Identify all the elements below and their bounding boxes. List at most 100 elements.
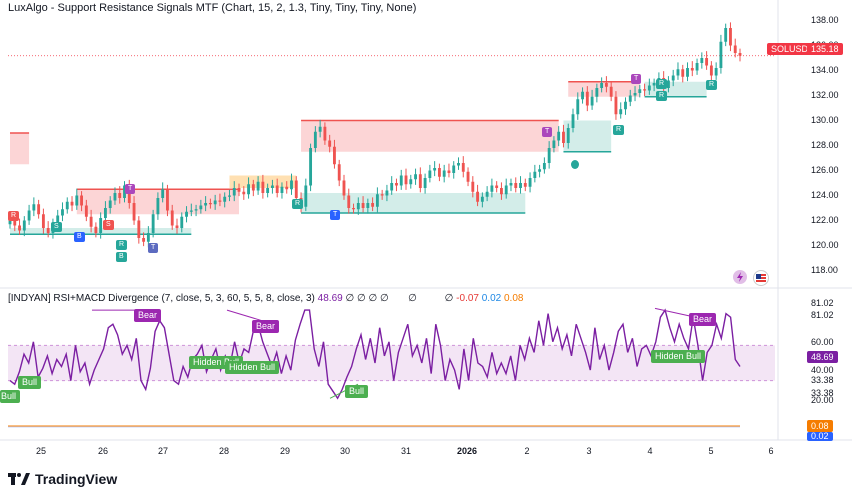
candle bbox=[371, 203, 375, 207]
indicator-name: [INDYAN] RSI+MACD Divergence (7, close, … bbox=[8, 293, 315, 304]
indicator-axis-label: 33.38 bbox=[811, 388, 834, 398]
time-axis-label: 31 bbox=[400, 446, 412, 456]
pivot-dot-marker bbox=[571, 160, 579, 169]
bear-signal-3: Bear bbox=[689, 313, 717, 326]
flag-icon[interactable] bbox=[753, 270, 769, 286]
candle bbox=[266, 188, 270, 193]
candle bbox=[466, 171, 470, 182]
candle bbox=[22, 220, 26, 231]
candle bbox=[218, 200, 222, 202]
candle bbox=[380, 194, 384, 196]
candle bbox=[228, 195, 231, 197]
candle bbox=[118, 193, 122, 198]
candle bbox=[500, 188, 503, 195]
candle bbox=[142, 238, 146, 242]
candle bbox=[504, 185, 508, 195]
candle bbox=[185, 211, 188, 217]
time-axis-label: 28 bbox=[218, 446, 230, 456]
candle bbox=[538, 169, 542, 172]
candle bbox=[270, 185, 274, 188]
bull-signal-1: Bull bbox=[18, 376, 42, 389]
candle bbox=[671, 75, 675, 81]
candle bbox=[290, 180, 293, 190]
candle bbox=[342, 180, 346, 196]
price-axis-label: 126.00 bbox=[811, 164, 839, 175]
candle bbox=[232, 188, 236, 196]
candle bbox=[604, 83, 608, 87]
brand-name: TradingView bbox=[35, 471, 118, 487]
candle bbox=[643, 89, 647, 91]
price-axis-label: 130.00 bbox=[811, 114, 839, 125]
candle bbox=[337, 164, 341, 181]
candle bbox=[519, 183, 522, 188]
candle bbox=[41, 214, 45, 228]
candle bbox=[204, 203, 208, 206]
price-axis-label: 132.00 bbox=[811, 89, 839, 100]
candle bbox=[189, 210, 193, 212]
candle bbox=[137, 220, 141, 238]
candle bbox=[294, 180, 298, 198]
signal-marker: R bbox=[613, 125, 625, 135]
candle bbox=[127, 185, 131, 203]
bear-signal-1: Bear bbox=[134, 309, 162, 322]
candle bbox=[647, 85, 651, 91]
candle bbox=[590, 96, 594, 106]
candle bbox=[542, 163, 546, 170]
time-axis-label: 5 bbox=[708, 446, 714, 456]
candle bbox=[395, 183, 398, 186]
signal-marker: T bbox=[330, 210, 341, 220]
candle bbox=[27, 210, 31, 221]
candle bbox=[175, 225, 179, 228]
candle bbox=[442, 170, 446, 177]
candle bbox=[447, 170, 451, 173]
indicator-placeholder-4: ∅ bbox=[379, 293, 389, 304]
candle bbox=[476, 191, 480, 202]
candle bbox=[170, 210, 174, 226]
candle bbox=[256, 181, 260, 191]
candle bbox=[108, 200, 112, 208]
candle bbox=[719, 41, 723, 68]
candle bbox=[404, 175, 408, 185]
candle bbox=[495, 185, 499, 188]
signal-marker: B bbox=[74, 232, 85, 242]
candle bbox=[328, 140, 332, 147]
signal-marker: R bbox=[706, 80, 718, 90]
candle bbox=[437, 168, 441, 177]
indicator-placeholder-3: ∅ bbox=[368, 293, 378, 304]
signal-marker: T bbox=[631, 74, 642, 84]
indicator-placeholder-5: ∅ bbox=[408, 293, 417, 304]
candle bbox=[585, 91, 589, 106]
candle bbox=[56, 215, 60, 223]
candle bbox=[375, 194, 379, 207]
time-axis-label: 3 bbox=[586, 446, 592, 456]
signal-marker: R bbox=[292, 199, 304, 209]
candle bbox=[624, 101, 627, 110]
candle bbox=[485, 191, 489, 197]
candle bbox=[113, 193, 117, 201]
candle bbox=[223, 196, 227, 202]
signal-marker: R bbox=[8, 211, 20, 221]
indicator-axis-label: 33.38 bbox=[811, 375, 834, 385]
resistance-zone bbox=[568, 81, 640, 97]
candle bbox=[65, 201, 69, 210]
resistance-zone bbox=[301, 120, 559, 152]
candle bbox=[261, 181, 265, 193]
candle bbox=[80, 195, 83, 206]
candle bbox=[399, 175, 403, 186]
candle bbox=[547, 148, 551, 163]
support-zone bbox=[563, 120, 612, 152]
alert-icon[interactable] bbox=[733, 270, 747, 284]
signal-marker: T bbox=[542, 127, 553, 137]
signal-marker: R bbox=[116, 240, 128, 250]
candle bbox=[619, 109, 623, 115]
signal-marker: S bbox=[103, 220, 114, 230]
candle bbox=[361, 203, 365, 208]
candle bbox=[562, 131, 565, 143]
macd-signal-tag: 0.08 bbox=[807, 420, 833, 432]
candle bbox=[123, 185, 126, 198]
time-axis-label: 2026 bbox=[456, 446, 478, 456]
resistance-zone bbox=[10, 133, 30, 165]
candle bbox=[194, 209, 198, 211]
candle bbox=[251, 184, 255, 191]
